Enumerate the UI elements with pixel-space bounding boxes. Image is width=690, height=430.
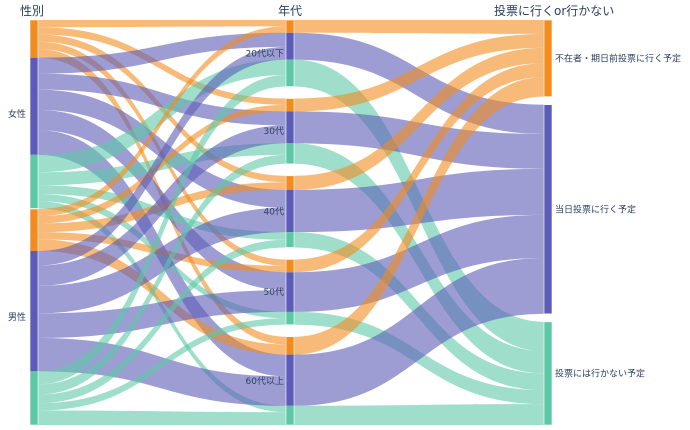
category-bar-segment (286, 59, 294, 87)
ribbon (38, 290, 286, 339)
category-bar-outline[interactable] (29, 208, 39, 426)
category-bar-segment (30, 371, 38, 425)
ribbon (38, 26, 286, 217)
category-bar-outline[interactable] (543, 104, 553, 315)
category-bar-segment (30, 208, 38, 252)
category-bar-outline[interactable] (285, 175, 295, 248)
category-bar-outline[interactable] (285, 336, 295, 426)
category-bar-segment (286, 20, 294, 33)
category-bar-segment (286, 336, 294, 355)
category-label: 20代以下 (246, 48, 284, 59)
category-label: 30代 (264, 126, 284, 137)
category-bar-outline[interactable] (543, 321, 553, 426)
axis-title: 性別 (20, 4, 44, 18)
category-bar-segment (544, 104, 552, 314)
ribbon (38, 318, 286, 411)
category-label: 不在者・期日前投票に行く予定 (555, 52, 681, 64)
category-bar-segment (286, 189, 294, 233)
ribbon (38, 89, 286, 208)
category-label: 40代 (264, 207, 284, 218)
ribbon (294, 20, 544, 34)
category-bar-segment (286, 272, 294, 312)
ribbon (38, 338, 286, 406)
ribbon (38, 239, 286, 404)
ribbon (294, 111, 544, 169)
axis-title: 年代 (278, 4, 302, 18)
ribbon (38, 27, 286, 105)
category-label: 投票には行かない予定 (555, 367, 645, 379)
category-bar-segment (286, 111, 294, 144)
ribbon (294, 214, 544, 312)
category-label: 男性 (8, 311, 26, 323)
ribbon (294, 77, 544, 355)
category-bar-segment (286, 232, 294, 248)
category-label: 60代以上 (246, 376, 284, 387)
axis-title: 投票に行くor行かない (494, 3, 614, 18)
category-bar-outline[interactable] (285, 19, 295, 87)
category-bar-segment (286, 405, 294, 425)
category-bar-segment (30, 154, 38, 209)
ribbon (38, 32, 286, 74)
category-bar-segment (30, 251, 38, 372)
category-bar-segment (286, 259, 294, 273)
ribbon (38, 239, 286, 355)
category-bar-segment (286, 354, 294, 406)
category-bar-outline[interactable] (285, 98, 295, 165)
category-bar-segment (544, 321, 552, 425)
ribbon (294, 168, 544, 233)
ribbon (38, 75, 286, 385)
ribbon (38, 20, 286, 28)
ribbon (294, 47, 544, 190)
ribbon (294, 258, 544, 406)
ribbon (294, 404, 544, 425)
category-label: 女性 (8, 108, 26, 120)
ribbon (294, 63, 544, 273)
ribbon (38, 59, 286, 173)
category-bar-outline[interactable] (543, 19, 553, 97)
ribbon (38, 125, 286, 286)
category-bar-segment (286, 98, 294, 112)
category-bar-segment (286, 32, 294, 60)
category-label: 50代 (264, 287, 284, 298)
category-bar-segment (30, 57, 38, 155)
category-bar-outline[interactable] (285, 259, 295, 326)
ribbon (294, 33, 544, 112)
ribbon (38, 104, 286, 224)
category-bar-segment (544, 20, 552, 97)
category-bar-segment (286, 175, 294, 190)
ribbon (38, 154, 286, 395)
ribbons (38, 20, 544, 425)
category-bar-outline[interactable] (29, 19, 39, 209)
category-label: 当日投票に行く予定 (555, 203, 636, 215)
ribbon (38, 46, 286, 266)
category-bar-segment (286, 143, 294, 164)
category-bar-segment (286, 311, 294, 325)
ribbon (38, 410, 286, 425)
ribbon (38, 207, 286, 314)
category-bar-segment (30, 20, 38, 58)
